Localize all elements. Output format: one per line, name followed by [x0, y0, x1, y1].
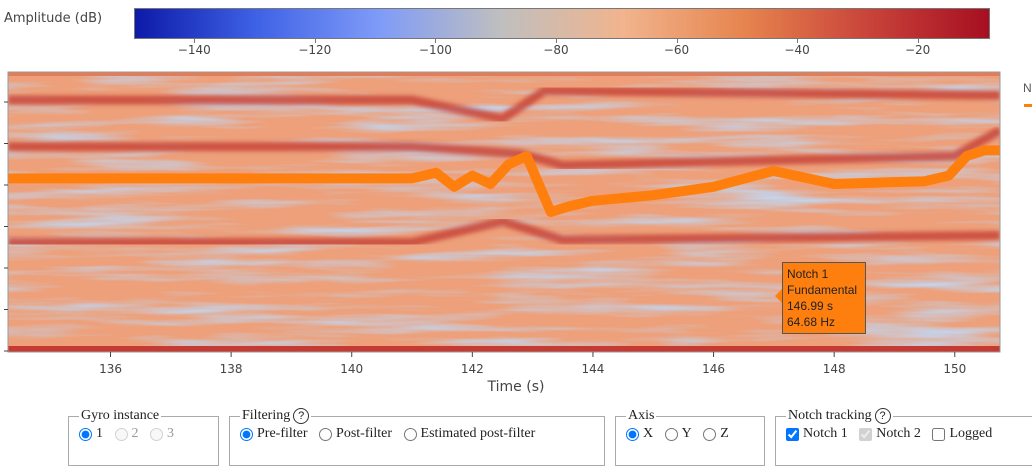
notch-tracking-legend: Notch tracking? — [786, 408, 893, 424]
notch-checkbox-2[interactable] — [859, 427, 873, 441]
x-tick-label: 144 — [581, 362, 604, 376]
heatmap-top-edge — [8, 72, 1000, 76]
notch-help-icon[interactable]: ? — [874, 408, 891, 424]
harmonic-band — [8, 216, 1000, 247]
x-tick-label: 138 — [220, 362, 243, 376]
spectrogram-plot[interactable]: 136 138 140 142 144 146 148 150 — [0, 60, 1032, 380]
gyro-option-1-label: 1 — [96, 426, 103, 441]
notch-option-1[interactable]: Notch 1 — [786, 426, 848, 442]
colorbar-title: Amplitude (dB) — [4, 11, 103, 26]
notch-option-1-label: Notch 1 — [803, 426, 848, 441]
filtering-legend: Filtering? — [240, 408, 311, 424]
axis-legend: Axis — [628, 408, 655, 423]
axis-radio-z[interactable] — [703, 427, 717, 441]
notch-tracking-group: Notch tracking? Notch 1 Notch 2 Logged — [775, 408, 1032, 466]
colorbar-tick-label: −80 — [543, 43, 569, 57]
colorbar-tick-label: −120 — [298, 43, 332, 57]
heatmap-low-frequency-band — [8, 346, 1000, 352]
plot-border — [7, 71, 1001, 353]
axis-radio-x[interactable] — [626, 427, 639, 441]
legend-entry-label[interactable]: N — [1023, 81, 1032, 95]
filter-radio-estimated[interactable] — [403, 427, 417, 441]
colorbar-tick-label: −100 — [418, 43, 452, 57]
gyro-option-3[interactable]: 3 — [150, 426, 174, 442]
notch-checkbox-logged[interactable] — [932, 427, 946, 441]
gyro-option-2-label: 2 — [131, 426, 139, 441]
tooltip-time: 146.99 s — [787, 299, 834, 313]
filtering-help-icon[interactable]: ? — [293, 408, 310, 424]
notch-option-2-label: Notch 2 — [876, 426, 921, 441]
filter-option-post-label: Post-filter — [336, 426, 393, 441]
colorbar-tick-mark — [797, 39, 799, 43]
axis-option-x[interactable]: X — [626, 426, 653, 442]
colorbar-tick-mark — [194, 39, 196, 43]
notch-series-line[interactable] — [8, 145, 1000, 217]
notch-option-logged-label: Logged — [949, 426, 993, 441]
harmonic-band — [8, 126, 1000, 170]
colorbar-tick-label: −40 — [784, 43, 810, 57]
x-tick-label: 148 — [823, 362, 846, 376]
colorbar — [134, 8, 990, 39]
colorbar-tick-label: −140 — [177, 43, 211, 57]
axis-group: Axis X Y Z — [615, 408, 765, 466]
gyro-instance-group: Gyro instance 1 2 3 — [68, 408, 219, 466]
axis-option-y-label: Y — [681, 426, 692, 441]
filter-option-estimated[interactable]: Estimated post-filter — [403, 426, 536, 442]
tooltip-frequency: 64.68 Hz — [787, 315, 836, 329]
axis-option-y[interactable]: Y — [664, 426, 692, 442]
filter-option-pre-label: Pre-filter — [257, 426, 308, 441]
filter-radio-pre[interactable] — [240, 427, 253, 441]
x-tick-label: 136 — [99, 362, 122, 376]
filter-option-post[interactable]: Post-filter — [319, 426, 392, 442]
gyro-option-1[interactable]: 1 — [79, 426, 103, 442]
gyro-option-2[interactable]: 2 — [114, 426, 139, 442]
gyro-radio-1[interactable] — [79, 427, 92, 441]
axis-option-x-label: X — [643, 426, 654, 441]
colorbar-tick-label: −60 — [663, 43, 690, 57]
x-tick-label: 146 — [702, 362, 725, 376]
tooltip-arrow — [775, 289, 782, 303]
notch-option-logged[interactable]: Logged — [932, 426, 992, 442]
gyro-radio-3[interactable] — [150, 427, 163, 441]
x-tick-label: 142 — [461, 362, 484, 376]
axis-radio-y[interactable] — [664, 427, 678, 441]
filter-option-pre[interactable]: Pre-filter — [240, 426, 308, 442]
colorbar-tick-mark — [555, 39, 557, 43]
axis-option-z-label: Z — [720, 426, 729, 441]
gyro-option-3-label: 3 — [167, 426, 174, 441]
axis-option-z[interactable]: Z — [703, 426, 729, 442]
colorbar-tick-mark — [435, 39, 437, 43]
gyro-radio-2[interactable] — [114, 427, 128, 441]
colorbar-tick-mark — [314, 39, 316, 43]
notch-option-2[interactable]: Notch 2 — [859, 426, 921, 442]
colorbar-tick-mark — [676, 39, 678, 43]
x-tick-label: 140 — [340, 362, 363, 376]
filter-option-estimated-label: Estimated post-filter — [420, 426, 536, 441]
filtering-group: Filtering? Pre-filter Post-filter Estima… — [229, 408, 605, 466]
x-tick-label: 150 — [943, 362, 966, 376]
filter-radio-post[interactable] — [319, 427, 333, 441]
tooltip-harmonic: Fundamental — [787, 283, 858, 297]
hover-tooltip: Notch 1 Fundamental 146.99 s 64.68 Hz — [782, 262, 866, 334]
notch-checkbox-1[interactable] — [786, 427, 799, 441]
legend-line-swatch — [1024, 104, 1032, 107]
colorbar-tick-label: −20 — [904, 43, 931, 57]
tooltip-series: Notch 1 — [787, 267, 829, 281]
x-axis-label: Time (s) — [487, 379, 545, 395]
gyro-instance-legend: Gyro instance — [81, 408, 160, 423]
harmonic-band — [8, 86, 1000, 124]
colorbar-tick-mark — [917, 39, 919, 43]
